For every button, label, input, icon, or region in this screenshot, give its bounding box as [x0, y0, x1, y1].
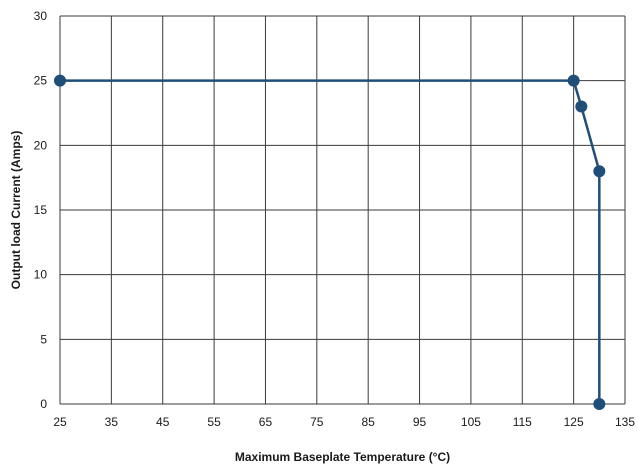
- x-tick-label: 45: [156, 415, 170, 429]
- x-tick-label: 55: [207, 415, 221, 429]
- x-tick-label: 95: [413, 415, 427, 429]
- x-tick-label: 105: [461, 415, 481, 429]
- x-tick-label: 35: [105, 415, 119, 429]
- x-tick-label: 25: [53, 415, 67, 429]
- series-line-0: [60, 79, 601, 404]
- data-point-2: [575, 100, 588, 113]
- x-tick-label: 115: [513, 415, 532, 429]
- y-tick-label: 10: [34, 268, 48, 282]
- y-tick-label: 25: [34, 74, 48, 88]
- series-layer: [54, 74, 606, 410]
- data-point-3: [593, 165, 606, 178]
- grid: [59, 15, 626, 405]
- y-tick-label: 20: [34, 138, 48, 152]
- x-axis-title: Maximum Baseplate Temperature (°C): [235, 450, 450, 464]
- data-point-4: [593, 398, 606, 410]
- x-tick-label: 125: [564, 415, 584, 429]
- y-axis-ticks: 0 5 10 15 20 25 30: [34, 9, 48, 411]
- x-tick-label: 65: [259, 415, 273, 429]
- x-axis-ticks: 25 35 45 55 65 75 85 95 105 115 125 135: [53, 415, 635, 429]
- data-point-1: [567, 74, 580, 87]
- x-tick-label: 135: [615, 415, 635, 429]
- x-tick-label: 75: [310, 415, 324, 429]
- data-point-0: [54, 74, 66, 87]
- y-tick-label: 15: [34, 203, 48, 217]
- y-tick-label: 0: [40, 397, 47, 411]
- y-tick-label: 5: [40, 332, 47, 346]
- y-axis-title: Output load Current (Amps): [9, 131, 23, 290]
- y-tick-label: 30: [34, 9, 48, 23]
- x-tick-label: 85: [362, 415, 376, 429]
